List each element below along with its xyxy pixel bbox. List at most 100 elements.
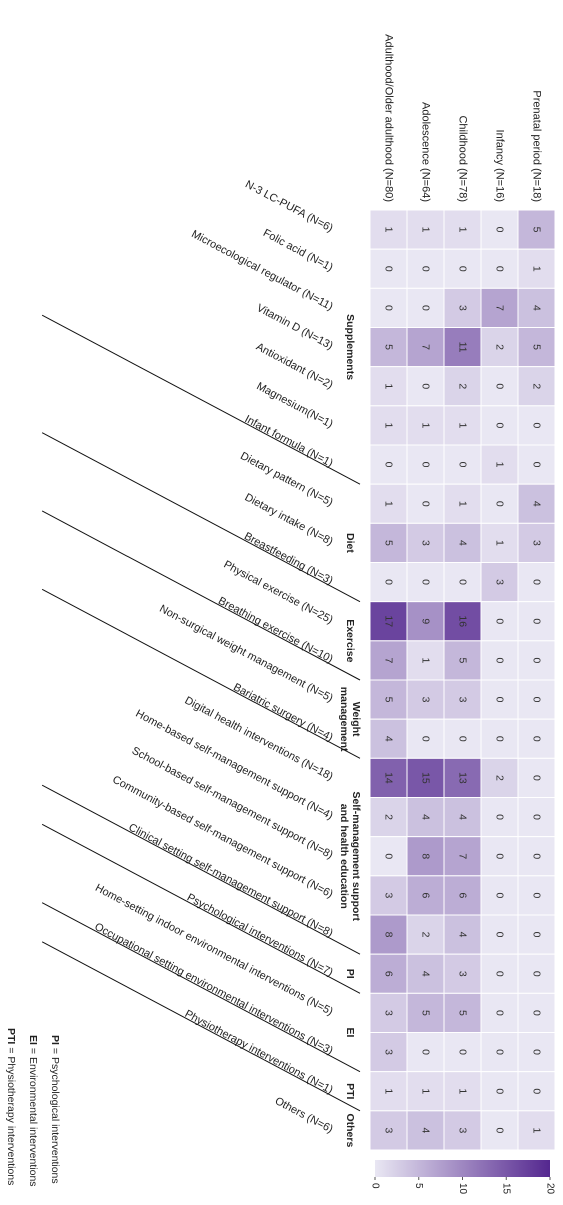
cell-value: 0 [457,736,469,742]
cell-value: 0 [420,1049,432,1055]
cell-value: 0 [494,1049,506,1055]
cell-value: 0 [494,1088,506,1094]
group-label: Supplements [344,314,356,380]
colorbar-tick-label: 20 [544,1183,555,1195]
cell-value: 11 [457,342,469,353]
cell-value: 3 [383,1010,395,1016]
cell-value: 0 [494,697,506,703]
cell-value: 4 [457,540,469,546]
group-separator [41,823,361,994]
cell-value: 0 [383,462,395,468]
cell-value: 7 [494,305,506,311]
cell-value: 0 [420,736,432,742]
cell-value: 5 [531,227,543,233]
legend-abbr: EI [27,1035,39,1045]
cell-value: 5 [531,344,543,350]
cell-value: 0 [383,305,395,311]
cell-value: 0 [494,892,506,898]
cell-value: 3 [420,697,432,703]
cell-value: 0 [494,227,506,233]
cell-value: 2 [494,344,506,350]
cell-value: 1 [420,422,432,428]
group-label: Exercise [344,619,356,662]
group-label: management [338,687,350,752]
cell-value: 0 [420,579,432,585]
group-separator [41,588,361,759]
cell-value: 5 [383,344,395,350]
group-label: PI [344,969,356,979]
cell-value: 3 [383,892,395,898]
group-label: EI [344,1028,356,1038]
cell-value: 0 [457,579,469,585]
cell-value: 17 [383,615,395,627]
cell-value: 1 [457,227,469,233]
cell-value: 7 [457,853,469,859]
group-separator [41,510,361,681]
cell-value: 5 [383,540,395,546]
group-separator [41,941,361,1112]
heatmap-cell [369,1110,408,1151]
cell-value: 6 [420,892,432,898]
column-label: Psychological interventions (N=7) [185,892,335,979]
cell-value: 0 [531,579,543,585]
cell-value: 8 [420,853,432,859]
cell-value: 0 [494,1127,506,1133]
cell-value: 13 [457,772,469,784]
cell-value: 3 [457,697,469,703]
legend-definition: = Psychological interventions [49,1048,61,1184]
cell-value: 5 [383,697,395,703]
cell-value: 3 [531,540,543,546]
column-label: Folic acid (N=1) [261,227,335,274]
cell-value: 0 [420,383,432,389]
cell-value: 0 [531,853,543,859]
cell-value: 0 [494,1010,506,1016]
cell-value: 7 [420,344,432,350]
cell-value: 0 [531,422,543,428]
cell-value: 1 [383,227,395,233]
cell-value: 5 [457,1010,469,1016]
cell-value: 1 [531,266,543,272]
cell-value: 0 [531,971,543,977]
cell-value: 0 [420,266,432,272]
row-label: Adulthood/Older adulthood (N=80) [383,34,395,202]
cell-value: 4 [420,971,432,977]
rotated-frame: Prenatal period (N=18)514520043000000000… [5,34,556,1195]
cell-value: 0 [494,657,506,663]
cell-value: 1 [494,540,506,546]
cell-value: 4 [457,932,469,938]
cell-value: 0 [383,853,395,859]
group-label: PTI [344,1083,356,1099]
colorbar-tick-label: 0 [369,1183,380,1189]
cell-value: 1 [383,501,395,507]
cell-value: 0 [420,462,432,468]
cell-value: 1 [531,1127,543,1133]
cell-value: 0 [494,814,506,820]
cell-value: 7 [383,657,395,663]
row-label: Prenatal period (N=18) [531,90,543,202]
colorbar [375,1160,550,1177]
row-label: Infancy (N=16) [494,130,506,202]
cell-value: 1 [383,1088,395,1094]
cell-value: 4 [457,814,469,820]
cell-value: 0 [494,736,506,742]
cell-value: 4 [531,305,543,311]
cell-value: 0 [531,814,543,820]
column-label: N-3 LC-PUFA (N=6) [243,178,335,234]
cell-value: 0 [420,305,432,311]
cell-value: 0 [494,971,506,977]
cell-value: 0 [531,932,543,938]
cell-value: 0 [531,657,543,663]
cell-value: 0 [531,1049,543,1055]
legend-definition: = Environmental interventions [27,1048,39,1187]
cell-value: 0 [531,736,543,742]
group-label: Weight [350,702,362,737]
cell-value: 0 [457,462,469,468]
cell-value: 0 [383,579,395,585]
row-label: Childhood (N=78) [457,115,469,202]
cell-value: 0 [383,266,395,272]
cell-value: 0 [457,1049,469,1055]
group-label: Self-management support [350,791,362,921]
cell-value: 4 [531,501,543,507]
cell-value: 0 [420,501,432,507]
